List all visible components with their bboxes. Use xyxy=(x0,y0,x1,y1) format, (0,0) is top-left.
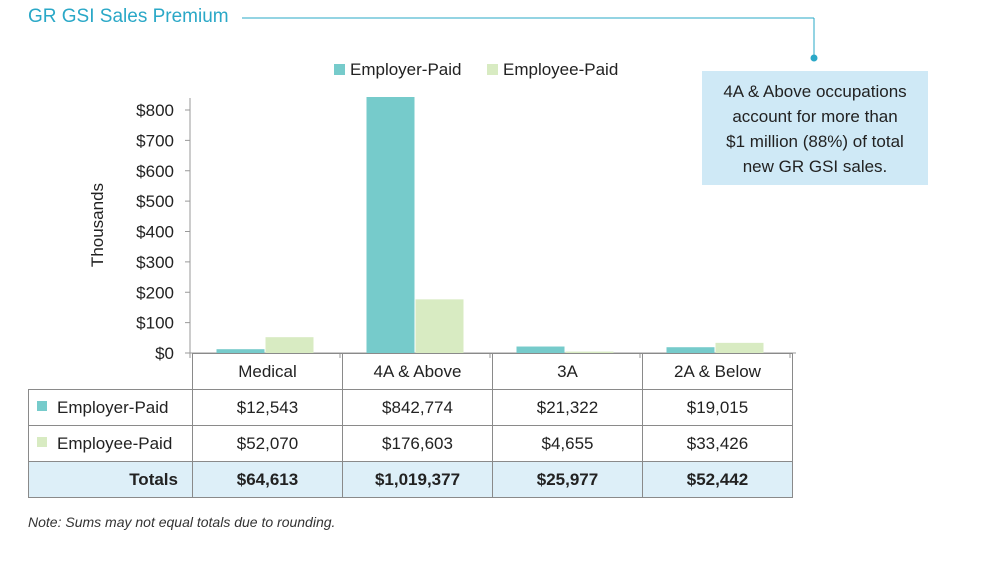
callout-box: 4A & Above occupations account for more … xyxy=(702,71,928,185)
column-header: 4A & Above xyxy=(342,353,493,390)
table-cell: $52,070 xyxy=(192,425,343,462)
bar-employee-paid xyxy=(715,342,764,353)
legend-swatch xyxy=(334,64,345,75)
totals-cell: $52,442 xyxy=(642,461,793,498)
column-header: Medical xyxy=(192,353,343,390)
column-header: 3A xyxy=(492,353,643,390)
callout-line: 4A & Above occupations xyxy=(723,82,907,101)
bar-employee-paid xyxy=(415,299,464,353)
bar-employer-paid xyxy=(216,349,265,353)
y-tick-label: $500 xyxy=(136,192,174,211)
y-tick-label: $200 xyxy=(136,283,174,302)
y-tick-label: $600 xyxy=(136,162,174,181)
table-cell: $19,015 xyxy=(642,389,793,426)
bar-employer-paid xyxy=(666,347,715,353)
callout-connector xyxy=(242,17,818,62)
legend-swatch xyxy=(487,64,498,75)
footnote: Note: Sums may not equal totals due to r… xyxy=(28,514,336,530)
bar-employee-paid xyxy=(265,337,314,353)
chart-title: GR GSI Sales Premium xyxy=(28,6,229,27)
legend-label: Employee-Paid xyxy=(503,60,618,79)
table-corner xyxy=(29,354,193,390)
table-header-row: Medical 4A & Above 3A 2A & Below xyxy=(29,353,793,390)
employer-swatch xyxy=(37,401,47,412)
totals-cell: $1,019,377 xyxy=(342,461,493,498)
table-row: Employee-Paid $52,070 $176,603 $4,655 $3… xyxy=(28,425,793,462)
totals-row: Totals $64,613 $1,019,377 $25,977 $52,44… xyxy=(28,461,793,498)
table-cell: $842,774 xyxy=(342,389,493,426)
table-cell: $21,322 xyxy=(492,389,643,426)
row-label-text: Employer-Paid xyxy=(57,397,169,417)
table-cell: $176,603 xyxy=(342,425,493,462)
table-cell: $12,543 xyxy=(192,389,343,426)
totals-cell: $64,613 xyxy=(192,461,343,498)
y-tick-label: $800 xyxy=(136,101,174,120)
table-cell: $4,655 xyxy=(492,425,643,462)
callout-line: new GR GSI sales. xyxy=(742,157,888,176)
legend-label: Employer-Paid xyxy=(350,60,462,79)
bar-employer-paid xyxy=(366,97,415,353)
totals-label: Totals xyxy=(28,461,193,498)
row-label: Employer-Paid xyxy=(28,389,193,426)
data-table: Medical 4A & Above 3A 2A & Below Employe… xyxy=(28,353,793,498)
table-row: Employer-Paid $12,543 $842,774 $21,322 $… xyxy=(28,389,793,426)
callout-line: account for more than xyxy=(732,107,898,126)
y-axis-label: Thousands xyxy=(88,183,107,267)
totals-cell: $25,977 xyxy=(492,461,643,498)
y-tick-label: $700 xyxy=(136,131,174,150)
bar-employer-paid xyxy=(516,346,565,353)
row-label: Employee-Paid xyxy=(28,425,193,462)
y-tick-label: $100 xyxy=(136,314,174,333)
column-header: 2A & Below xyxy=(642,353,793,390)
y-tick-label: $0 xyxy=(155,344,174,363)
table-cell: $33,426 xyxy=(642,425,793,462)
employee-swatch xyxy=(37,437,47,448)
bar-employee-paid xyxy=(565,351,614,353)
y-tick-label: $300 xyxy=(136,253,174,272)
y-tick-label: $400 xyxy=(136,223,174,242)
callout-line: $1 million (88%) of total xyxy=(726,132,904,151)
row-label-text: Employee-Paid xyxy=(57,433,173,453)
